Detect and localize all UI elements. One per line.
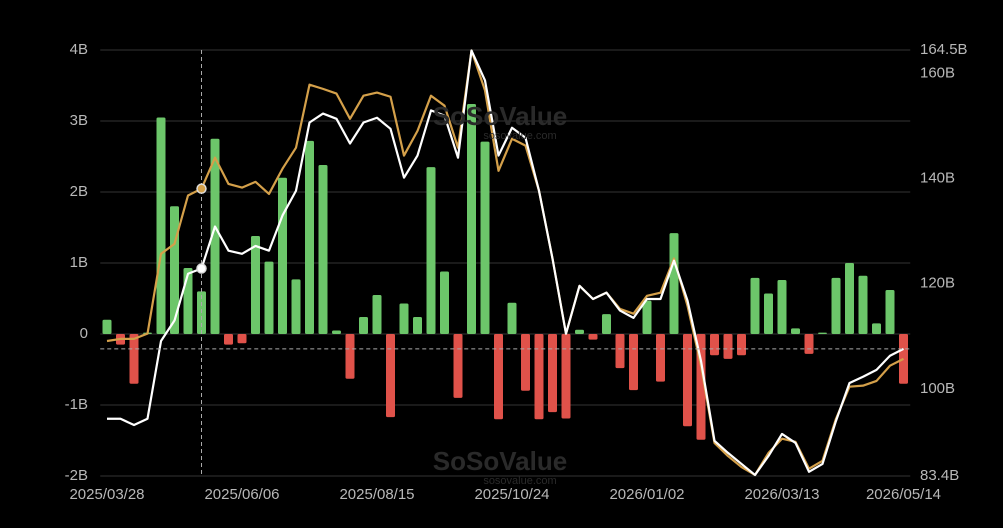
hover-dot	[196, 183, 207, 194]
bar	[683, 334, 692, 427]
bar	[764, 293, 773, 334]
bar	[129, 334, 139, 384]
x-tick-label: 2025/08/15	[339, 486, 414, 503]
hover-dot	[196, 263, 207, 274]
y-tick-label: 3B	[70, 112, 88, 129]
bar	[885, 289, 895, 334]
bar	[507, 302, 517, 334]
bar	[777, 280, 787, 334]
y-tick-label: 0	[80, 325, 88, 342]
bar	[872, 323, 881, 334]
bar	[332, 330, 341, 334]
bar	[426, 167, 436, 334]
y2-tick-label: 164.5B	[920, 41, 968, 58]
bar	[170, 206, 179, 334]
bar	[723, 334, 733, 359]
bar	[750, 277, 760, 334]
bar	[183, 267, 193, 334]
bar	[669, 233, 679, 334]
y-tick-label: 1B	[70, 254, 88, 271]
bar	[440, 271, 449, 334]
y2-tick-label: 160B	[920, 65, 955, 82]
bar	[359, 316, 368, 334]
bar	[561, 334, 571, 419]
bar	[305, 140, 314, 334]
bar	[210, 138, 220, 334]
line	[107, 49, 904, 477]
y-tick-label: -2B	[65, 467, 88, 484]
bar	[831, 277, 841, 334]
bar	[480, 141, 490, 334]
bar	[251, 236, 260, 334]
bar	[156, 117, 166, 334]
bar	[615, 334, 625, 369]
bar	[710, 334, 719, 356]
y-tick-label: -1B	[65, 396, 88, 413]
bar	[845, 263, 854, 334]
bar	[102, 319, 112, 334]
y2-tick-label: 83.4B	[920, 467, 959, 484]
bar	[642, 300, 652, 334]
bar	[858, 275, 868, 334]
bar	[237, 334, 247, 344]
bar	[548, 334, 557, 413]
bar	[494, 334, 503, 420]
bar	[804, 334, 814, 354]
bar	[588, 334, 598, 340]
y2-tick-label: 140B	[920, 170, 955, 187]
bar	[291, 279, 301, 334]
bar	[737, 334, 746, 356]
y-tick-label: 2B	[70, 183, 88, 200]
x-tick-label: 2026/05/14	[866, 486, 941, 503]
x-tick-label: 2025/06/06	[204, 486, 279, 503]
bar	[629, 334, 638, 391]
bar	[791, 328, 800, 334]
bar	[278, 177, 287, 334]
watermark: SoSoValue	[433, 446, 567, 476]
bar	[818, 332, 827, 334]
bar	[224, 334, 233, 345]
bar	[386, 334, 395, 418]
bar	[467, 103, 476, 335]
bar	[575, 329, 584, 334]
bar	[534, 334, 544, 420]
x-tick-label: 2026/03/13	[744, 486, 819, 503]
x-tick-label: 2025/10/24	[474, 486, 549, 503]
bar	[318, 165, 328, 334]
bar	[899, 334, 908, 384]
x-tick-label: 2025/03/28	[69, 486, 144, 503]
y2-tick-label: 100B	[920, 380, 955, 397]
watermark: SoSoValue	[433, 101, 567, 131]
bar	[372, 294, 382, 334]
watermark-url: sosovalue.com	[483, 475, 556, 487]
y-tick-label: 4B	[70, 41, 88, 58]
bar	[453, 334, 463, 398]
bar	[413, 316, 422, 334]
bar	[656, 334, 665, 382]
bar	[602, 314, 611, 334]
bar	[521, 334, 530, 391]
x-tick-label: 2026/01/02	[609, 486, 684, 503]
y2-tick-label: 120B	[920, 275, 955, 292]
bar	[345, 334, 355, 379]
bar	[399, 303, 409, 334]
bar	[264, 261, 274, 334]
watermark-url: sosovalue.com	[483, 130, 556, 142]
